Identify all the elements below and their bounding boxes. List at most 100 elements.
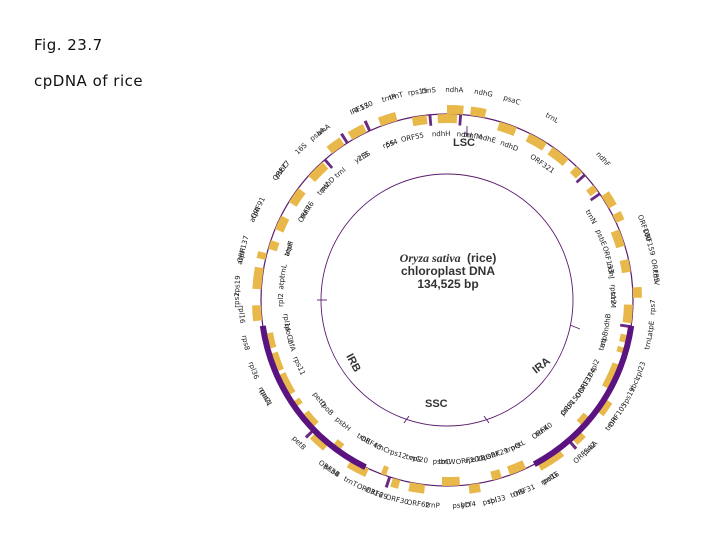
gene-block: [441, 476, 460, 487]
gene-label: ndhA: [445, 86, 464, 95]
gene-block: [301, 410, 319, 429]
gene-label: rpl14: [281, 313, 292, 333]
gene-block: [468, 483, 481, 494]
gene-label: ndhG: [474, 88, 494, 99]
gene-label: 23S: [356, 149, 372, 163]
gene-block: [437, 113, 458, 124]
gene-block: [308, 161, 329, 183]
gene-block: [619, 259, 631, 274]
gene-label: trnL: [643, 335, 654, 350]
gene-block: [411, 115, 428, 127]
region-ticks: [317, 126, 581, 424]
gene-label: ndhH: [432, 130, 451, 139]
trna-mark: [428, 114, 433, 126]
gene-label: ORF91: [250, 196, 267, 220]
gene-label: atpH: [236, 247, 247, 265]
gene-block: [347, 124, 367, 140]
gene-block: [622, 304, 633, 324]
gene-label: ndhD: [499, 139, 519, 153]
figure-caption: cpDNA of rice: [34, 72, 144, 90]
gene-block: [256, 251, 267, 260]
trna-mark: [363, 120, 372, 132]
gene-label: ndhE: [478, 133, 497, 145]
gene-label: trnS: [421, 86, 437, 95]
region-lsc: LSC: [453, 137, 475, 149]
gene-label: atpI: [277, 275, 286, 289]
gene-label: ORF85: [649, 259, 660, 283]
gene-label: trnI: [333, 166, 347, 180]
gene-label: psbD: [452, 501, 470, 510]
gene-label: trnV: [651, 270, 661, 286]
gene-block: [326, 137, 345, 154]
gene-block: [586, 184, 598, 197]
gene-label: trnW: [439, 458, 456, 466]
gene-label: rpl36: [247, 361, 261, 381]
gene-block: [447, 105, 464, 115]
gene-block: [377, 112, 398, 127]
trna-mark: [323, 158, 334, 169]
gene-label: rps19: [233, 275, 242, 295]
gene-label: psaA: [581, 439, 599, 457]
gene-block: [612, 211, 625, 223]
trna-mark: [340, 132, 349, 144]
trna-mark: [384, 476, 392, 488]
gene-label: psbE: [594, 228, 608, 247]
gene-label: ORF43: [359, 434, 383, 452]
gene-label: ORF137: [236, 235, 250, 264]
gene-label: ndhJ: [605, 263, 616, 280]
gene-block: [288, 188, 306, 207]
gene-label: ycf4: [461, 500, 477, 510]
gene-label: 16S: [294, 141, 310, 156]
gene-label: psbC: [433, 458, 451, 467]
gene-block: [536, 448, 565, 471]
gene-label: trnR: [381, 92, 398, 104]
gene-label: rpl33: [487, 494, 507, 506]
figure-number: Fig. 23.7: [34, 36, 103, 54]
gene-label: ORF316: [355, 482, 384, 500]
gene-label: rbcL: [628, 375, 641, 392]
gene-label: 5S: [385, 139, 397, 150]
gene-label: ORF29: [485, 447, 510, 462]
gene-label: ORF62: [406, 498, 430, 509]
gene-label: rps2: [233, 292, 241, 307]
gene-block: [408, 482, 426, 494]
gene-block: [602, 362, 622, 390]
gene-block: [601, 191, 617, 209]
gene-label: rps7: [649, 299, 658, 315]
gene-label: ndhB: [602, 313, 612, 332]
gene-label: infA: [286, 337, 298, 353]
gene-label: trnH: [283, 240, 295, 257]
gene-label: rps18: [465, 454, 486, 465]
gene-block: [547, 146, 569, 167]
gene-block: [252, 305, 263, 322]
gene-block: [506, 460, 527, 476]
gene-block: [571, 430, 586, 445]
gene-label: psbH: [333, 415, 352, 433]
gene-blocks: [252, 105, 642, 494]
gene-label: rpl20: [409, 454, 428, 465]
gene-label: ORF40: [530, 421, 554, 441]
gene-label: ORF31: [512, 483, 537, 499]
gene-label: trnT: [388, 90, 404, 101]
gene-label: ORF55: [400, 131, 424, 144]
gene-block: [596, 398, 613, 417]
gene-label: ORF77: [271, 159, 292, 182]
species-name: Oryza sativa: [400, 251, 461, 265]
trna-mark: [575, 173, 586, 184]
gene-label: psaC: [502, 94, 521, 107]
gene-block: [390, 477, 401, 489]
gene-label: atpB: [598, 330, 610, 348]
region-irb: IRB: [343, 352, 363, 374]
gene-label: ndhF: [594, 150, 612, 168]
gene-label: ORF159: [641, 228, 656, 257]
common-name: (rice): [467, 251, 496, 265]
gene-block: [268, 240, 280, 252]
gene-label: trnI: [597, 338, 608, 352]
gene-block: [497, 121, 517, 136]
gene-block: [610, 229, 625, 249]
gene-label: rps12: [609, 284, 618, 304]
gene-block: [490, 469, 502, 481]
gene-block: [470, 106, 487, 118]
gene-block: [576, 412, 591, 427]
